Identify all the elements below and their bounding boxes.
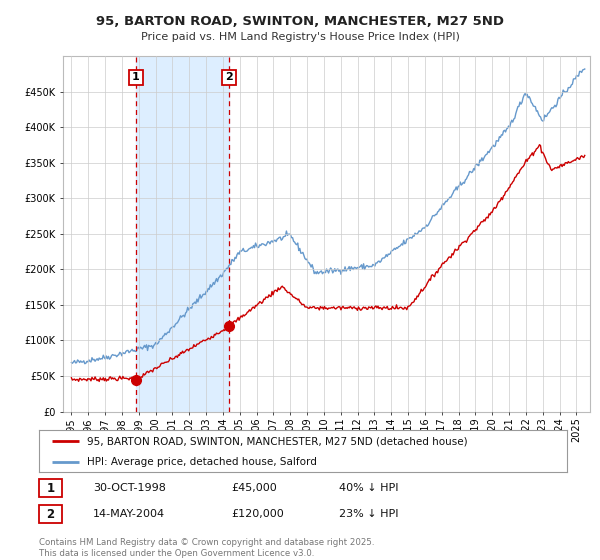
Text: 95, BARTON ROAD, SWINTON, MANCHESTER, M27 5ND (detached house): 95, BARTON ROAD, SWINTON, MANCHESTER, M2… [86, 436, 467, 446]
Text: 23% ↓ HPI: 23% ↓ HPI [339, 509, 398, 519]
Text: 30-OCT-1998: 30-OCT-1998 [93, 483, 166, 493]
Text: 40% ↓ HPI: 40% ↓ HPI [339, 483, 398, 493]
Text: £120,000: £120,000 [231, 509, 284, 519]
Text: 1: 1 [46, 482, 55, 495]
Bar [136, 56, 229, 412]
Text: HPI: Average price, detached house, Salford: HPI: Average price, detached house, Salf… [86, 458, 316, 467]
Text: 2: 2 [225, 72, 233, 82]
Text: 1: 1 [132, 72, 140, 82]
Text: 2: 2 [46, 507, 55, 521]
Text: 95, BARTON ROAD, SWINTON, MANCHESTER, M27 5ND: 95, BARTON ROAD, SWINTON, MANCHESTER, M2… [96, 15, 504, 28]
Text: 14-MAY-2004: 14-MAY-2004 [93, 509, 165, 519]
Text: Contains HM Land Registry data © Crown copyright and database right 2025.
This d: Contains HM Land Registry data © Crown c… [39, 538, 374, 558]
Text: Price paid vs. HM Land Registry's House Price Index (HPI): Price paid vs. HM Land Registry's House … [140, 32, 460, 42]
Text: £45,000: £45,000 [231, 483, 277, 493]
